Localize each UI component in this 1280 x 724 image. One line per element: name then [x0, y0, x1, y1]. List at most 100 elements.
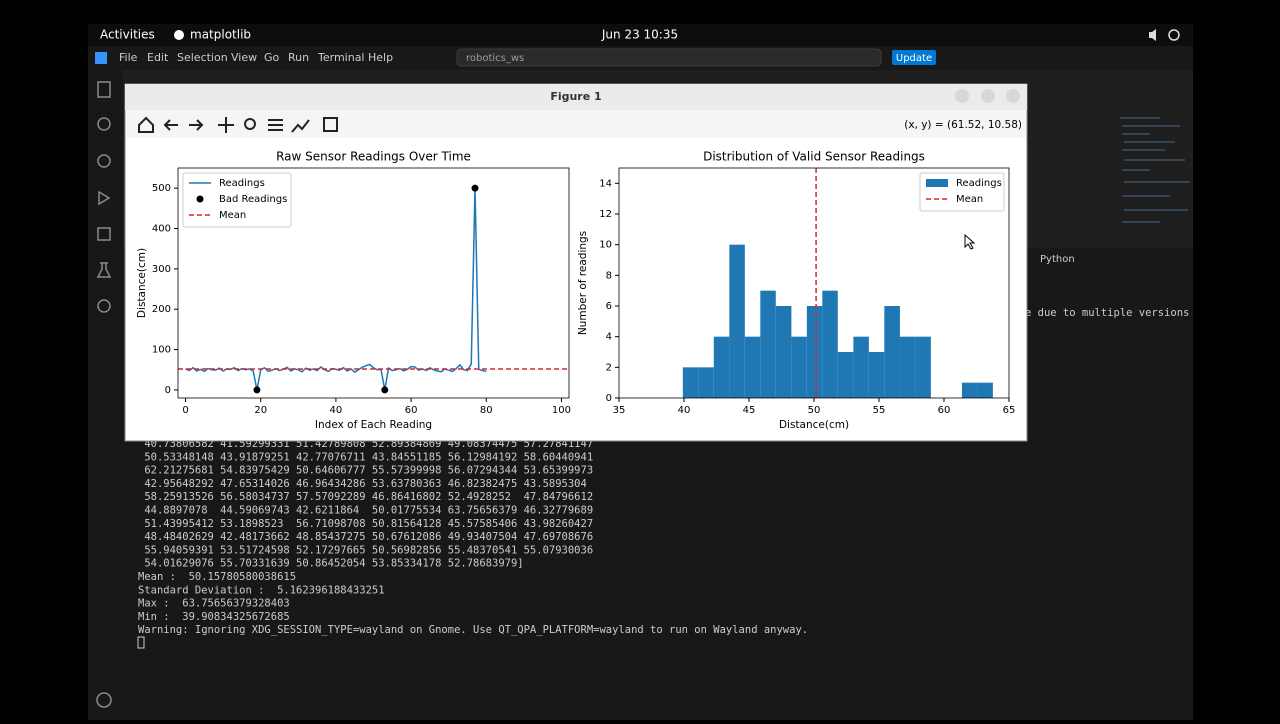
- terminal-line: 54.01629076 55.70331639 50.86452054 53.8…: [138, 558, 524, 570]
- terminal-fragment: e due to multiple versions: [1025, 307, 1189, 319]
- menu-item[interactable]: Edit: [147, 51, 169, 64]
- menu-item[interactable]: Run: [288, 51, 309, 64]
- legend-label: Mean: [219, 210, 246, 221]
- vscode-logo: [95, 52, 107, 64]
- menu-item[interactable]: Selection: [177, 51, 228, 64]
- y-tick-label: 12: [599, 209, 612, 220]
- customize-tool[interactable]: [291, 119, 310, 133]
- cursor: [137, 636, 145, 649]
- terminal-line: Mean : 50.15780580038615: [138, 571, 296, 583]
- forward-tool[interactable]: [189, 119, 204, 131]
- x-tick-label: 40: [330, 405, 343, 416]
- save-tool[interactable]: [323, 117, 338, 132]
- terminal-profile[interactable]: Python: [1040, 254, 1075, 265]
- update-label: Update: [896, 53, 932, 64]
- y-tick-label: 300: [152, 264, 171, 275]
- legend-label: Readings: [956, 178, 1002, 189]
- plot-area: [178, 184, 569, 394]
- chart-title: Distribution of Valid Sensor Readings: [703, 150, 925, 164]
- menu-item[interactable]: Go: [264, 51, 280, 64]
- clock[interactable]: Jun 23 10:35: [601, 28, 678, 42]
- zoom-tool[interactable]: [244, 118, 256, 130]
- hist-bar: [698, 367, 714, 398]
- hist-bar: [775, 306, 792, 398]
- y-tick-label: 100: [152, 345, 171, 356]
- hist-bar: [682, 367, 699, 398]
- x-tick-label: 40: [678, 405, 691, 416]
- mouse-pointer: [964, 233, 976, 250]
- search-box[interactable]: [456, 48, 882, 67]
- hist-bar: [868, 352, 885, 398]
- menu-item[interactable]: View: [231, 51, 257, 64]
- legend-label: Bad Readings: [219, 194, 287, 205]
- hist-bar: [977, 382, 993, 398]
- test-icon[interactable]: [96, 262, 112, 278]
- terminal-line: Standard Deviation : 5.162396188433251: [138, 584, 385, 596]
- y-tick-label: 0: [165, 385, 171, 396]
- menu-item[interactable]: Terminal: [317, 51, 365, 64]
- terminal-line: 62.21275681 54.83975429 50.64606777 55.5…: [138, 465, 593, 477]
- x-axis-label: Distance(cm): [779, 419, 849, 431]
- update-button[interactable]: [892, 50, 936, 65]
- activity-icons: [96, 81, 112, 708]
- subplots-tool[interactable]: [268, 119, 283, 131]
- pan-tool[interactable]: [218, 117, 234, 133]
- terminal-line: Warning: Ignoring XDG_SESSION_TYPE=wayla…: [138, 624, 808, 636]
- legend: [182, 172, 292, 228]
- close-button[interactable]: [1006, 89, 1020, 103]
- menu-item[interactable]: Help: [368, 51, 393, 64]
- y-tick-label: 400: [152, 224, 171, 235]
- terminal-line: 55.94059391 53.51724598 52.17297665 50.5…: [138, 544, 593, 556]
- hist-bar: [729, 244, 745, 398]
- app-name[interactable]: matplotlib: [190, 28, 251, 42]
- minimap-lines: [1120, 117, 1190, 223]
- activities[interactable]: Activities: [100, 28, 155, 42]
- x-tick-label: 60: [938, 405, 951, 416]
- x-tick-label: 45: [743, 405, 756, 416]
- home-tool[interactable]: [138, 116, 154, 133]
- minimap: [1118, 112, 1188, 232]
- y-tick-label: 200: [152, 304, 171, 315]
- legend-label: Mean: [956, 194, 983, 205]
- python-icon[interactable]: [97, 299, 111, 313]
- back-tool[interactable]: [163, 119, 178, 131]
- explorer-icon[interactable]: [97, 81, 111, 98]
- account-icon[interactable]: [96, 692, 112, 708]
- hist-bar: [806, 306, 823, 398]
- bad-reading: [471, 184, 479, 192]
- chart: Distribution of Valid Sensor Readings Dis…: [577, 150, 1015, 432]
- sound-icon[interactable]: [1149, 29, 1156, 41]
- terminal-line: 48.48402629 42.48173662 48.85437275 50.6…: [138, 531, 593, 543]
- search-icon[interactable]: [97, 117, 111, 131]
- hist-bar: [837, 352, 854, 398]
- bad-reading: [381, 386, 389, 394]
- x-axis-label: Index of Each Reading: [315, 419, 432, 431]
- power-icon[interactable]: [1168, 29, 1180, 41]
- terminal-line: Max : 63.75656379328403: [138, 598, 290, 610]
- terminal-line: 42.95648292 47.65314026 46.96434286 53.6…: [138, 478, 587, 490]
- debug-icon[interactable]: [98, 190, 111, 206]
- minimize-button[interactable]: [955, 89, 969, 103]
- terminal-line: 50.53348148 43.91879251 42.77076711 43.8…: [138, 451, 593, 463]
- scm-icon[interactable]: [97, 154, 111, 168]
- hist-bar: [884, 306, 900, 398]
- terminal-line: 44.8897078 44.59069743 42.6211864 50.017…: [138, 505, 593, 517]
- extensions-icon[interactable]: [97, 227, 111, 241]
- hist-bar: [713, 336, 730, 398]
- figure-title-bar: [125, 84, 1027, 110]
- maximize-button[interactable]: [981, 89, 995, 103]
- hist-bar: [791, 336, 807, 398]
- hist-bar: [760, 290, 776, 398]
- y-tick-label: 10: [599, 240, 612, 251]
- x-tick-label: 0: [182, 405, 188, 416]
- y-tick-label: 4: [606, 332, 612, 343]
- plot-area: [682, 168, 993, 398]
- axes-frame: [177, 167, 570, 399]
- coords: (x, y) = (61.52, 10.58): [904, 119, 1022, 131]
- x-tick-label: 50: [808, 405, 821, 416]
- gnome-bar: [88, 24, 1193, 46]
- terminal-line: Min : 39.90834325672685: [138, 611, 290, 623]
- search-text: robotics_ws: [466, 53, 524, 64]
- menu-item[interactable]: File: [119, 51, 138, 64]
